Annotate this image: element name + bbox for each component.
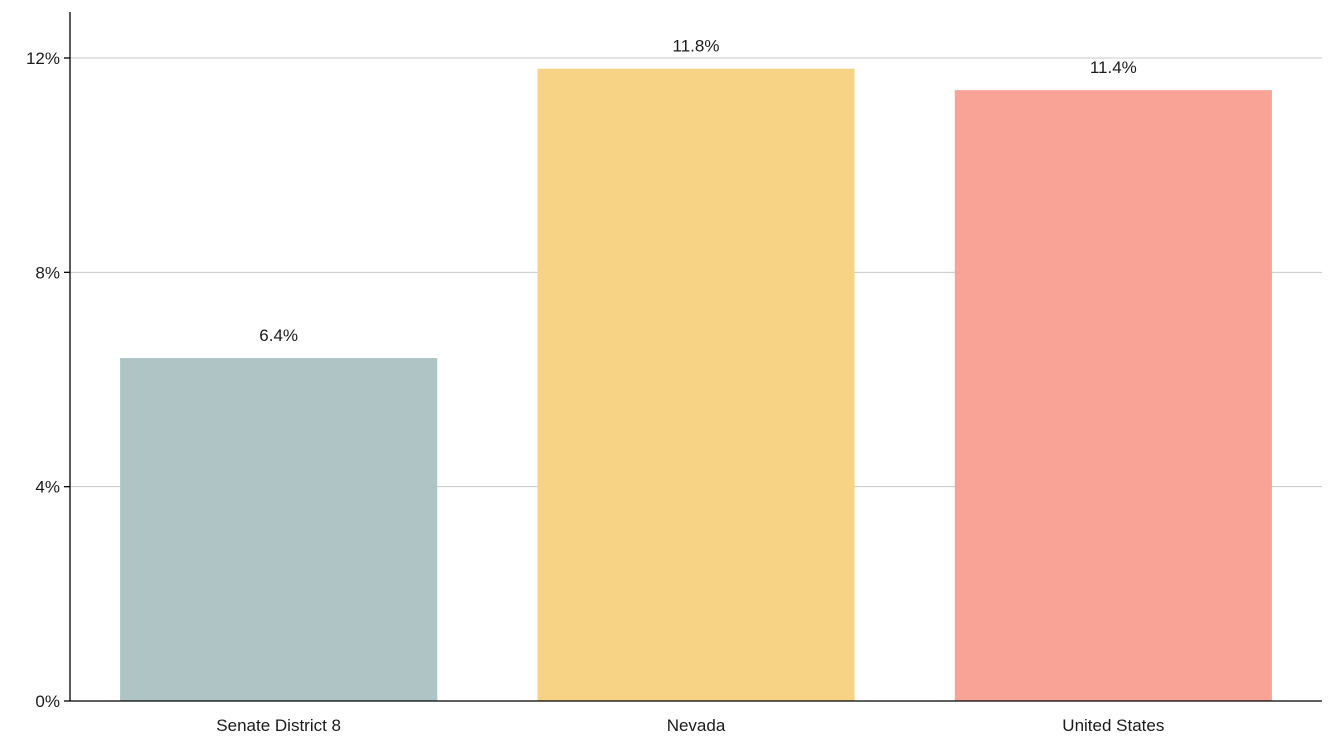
y-tick-label: 12% (26, 49, 60, 68)
category-label: Nevada (667, 716, 726, 735)
bar (537, 68, 855, 701)
y-tick-label: 4% (35, 478, 60, 497)
y-tick-label: 0% (35, 692, 60, 711)
bar (954, 90, 1272, 701)
bar (120, 358, 438, 701)
bars (120, 68, 1272, 701)
category-label: United States (1062, 716, 1164, 735)
data-label: 11.4% (1090, 58, 1137, 77)
y-axis-ticks: 0% 4% 8% 12% (26, 49, 70, 711)
category-label: Senate District 8 (216, 716, 341, 735)
y-tick-label: 8% (35, 263, 60, 282)
data-label: 6.4% (259, 326, 298, 345)
axes (69, 12, 1322, 702)
data-labels: 6.4% 11.8% 11.4% (259, 37, 1137, 345)
data-label: 11.8% (673, 37, 720, 56)
category-labels: Senate District 8 Nevada United States (216, 716, 1164, 735)
